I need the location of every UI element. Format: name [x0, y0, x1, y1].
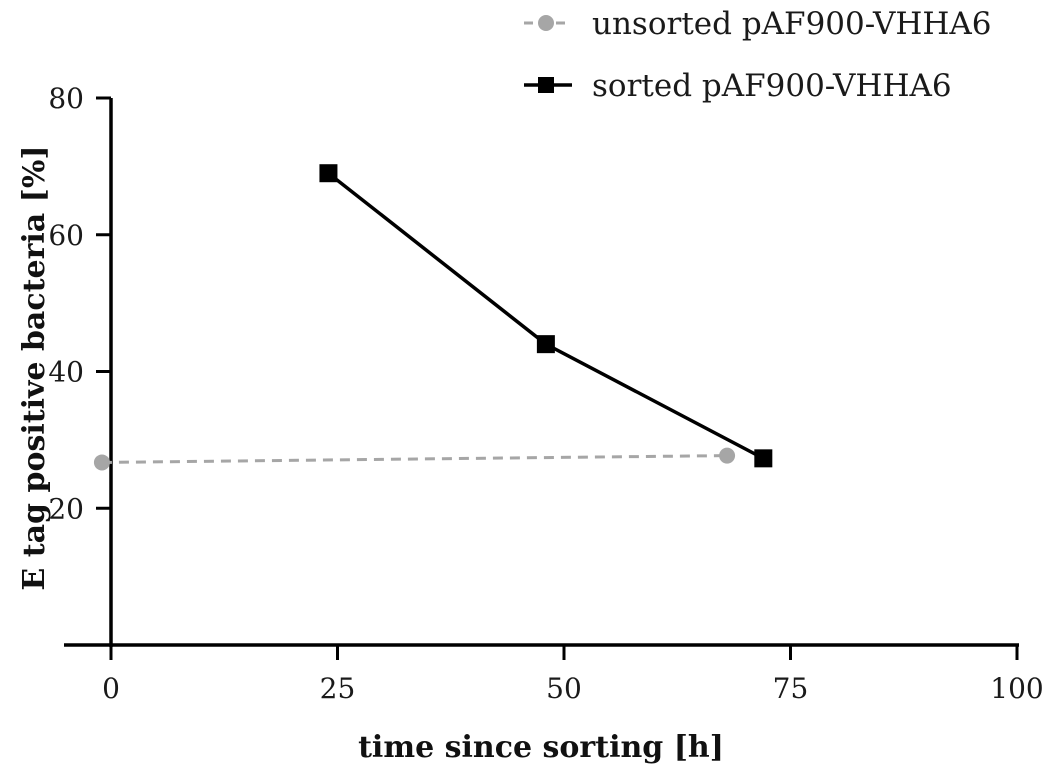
series-line-sorted	[327, 171, 765, 460]
y-tick-label: 60	[48, 219, 84, 252]
x-tick-label: 75	[773, 672, 809, 705]
legend-label-unsorted: unsorted pAF900-VHHA6	[592, 6, 992, 42]
x-tick-label: 50	[546, 672, 582, 705]
data-point-sorted	[319, 164, 338, 183]
series-layer	[93, 164, 773, 471]
legend-item-sorted: sorted pAF900-VHHA6	[524, 68, 952, 104]
x-tick-label: 0	[102, 672, 120, 705]
legend-label-sorted: sorted pAF900-VHHA6	[592, 68, 952, 104]
y-tick-label: 80	[48, 82, 84, 115]
data-point-sorted	[754, 449, 773, 468]
y-tick-label: 20	[48, 492, 84, 525]
legend-item-unsorted: unsorted pAF900-VHHA6	[524, 6, 992, 42]
legend: unsorted pAF900-VHHA6 sorted pAF900-VHHA…	[524, 6, 992, 104]
data-point-sorted	[536, 335, 555, 354]
data-point-unsorted	[719, 447, 736, 464]
y-tick-label: 40	[48, 356, 84, 389]
legend-marker-sorted	[538, 77, 554, 93]
series-line-unsorted	[101, 454, 728, 464]
x-tick-label: 25	[320, 672, 356, 705]
legend-marker-unsorted	[538, 15, 554, 31]
data-point-unsorted	[93, 454, 110, 471]
x-tick-label: 100	[990, 672, 1043, 705]
x-tick-group: 0 25 50 75 100	[102, 645, 1044, 705]
x-axis-title: time since sorting [h]	[358, 730, 724, 765]
y-axis-title: E tag positive bacteria [%]	[17, 145, 52, 590]
y-tick-group: 20 40 60 80	[48, 82, 111, 525]
